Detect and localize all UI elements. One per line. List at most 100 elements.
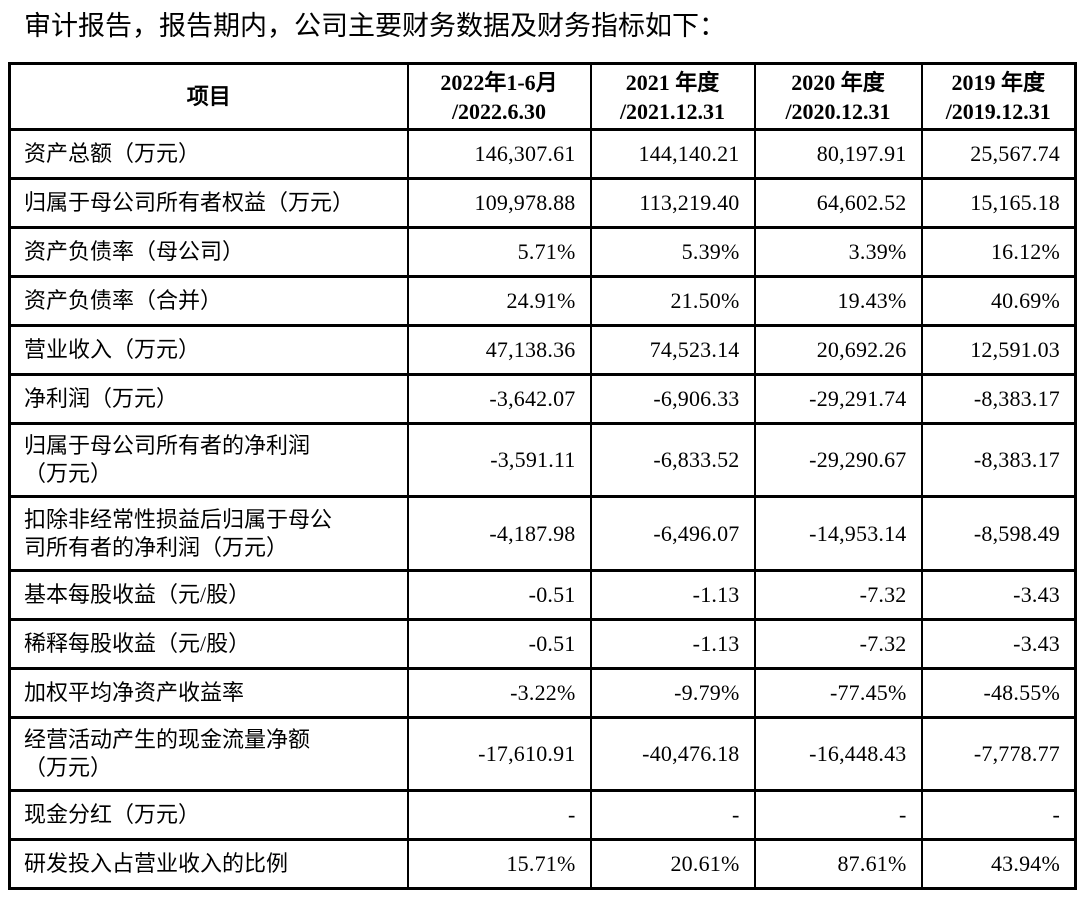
row-label-line: 资产总额（万元） (24, 141, 201, 167)
value-cell: -14,953.14 (753, 495, 923, 572)
row-label-cell: 营业收入（万元） (8, 324, 409, 377)
table-row: 资产负债率（母公司） 5.71% 5.39% 3.39% 16.12% (8, 226, 1077, 279)
value-cell: -7.32 (753, 568, 923, 621)
value-cell: -17,610.91 (406, 715, 592, 792)
value-cell: -16,448.43 (753, 715, 923, 792)
value-cell: 21.50% (589, 275, 756, 328)
period-label: 2019 年度 (951, 69, 1045, 95)
row-label-cell: 资产总额（万元） (8, 127, 409, 181)
value-cell: -0.51 (406, 568, 592, 621)
value-cell: 25,567.74 (920, 127, 1077, 181)
value-cell: -1.13 (589, 568, 756, 621)
value-cell: -8,383.17 (920, 373, 1077, 426)
row-label-cell: 加权平均净资产收益率 (8, 666, 409, 719)
value-cell: -6,906.33 (589, 373, 756, 426)
financial-table: 项目 2022年1-6月/2022.6.30 2021 年度/2021.12.31… (8, 62, 1077, 891)
value-cell: 24.91% (406, 275, 592, 328)
row-label-cell: 研发投入占营业收入的比例 (8, 837, 409, 891)
value-cell: 74,523.14 (589, 324, 756, 377)
table-row: 稀释每股收益（元/股） -0.51 -1.13 -7.32 -3.43 (8, 617, 1077, 670)
value-cell: -4,187.98 (406, 495, 592, 572)
value-cell: 113,219.40 (589, 177, 756, 230)
value-cell: 19.43% (753, 275, 923, 328)
row-label-line: 营业收入（万元） (24, 337, 201, 363)
value-cell: 20,692.26 (753, 324, 923, 377)
table-row: 净利润（万元） -3,642.07 -6,906.33 -29,291.74 -8,38… (8, 373, 1077, 426)
row-label-line: 资产负债率（母公司） (24, 239, 245, 265)
value-cell: -8,598.49 (920, 495, 1077, 572)
table-row: 扣除非经常性损益后归属于母公 司所有者的净利润（万元） -4,187.98 -6,49… (8, 495, 1077, 572)
header-item-cell: 项目 (8, 62, 409, 131)
value-cell: -6,833.52 (589, 422, 756, 499)
value-cell: 3.39% (753, 226, 923, 279)
header-period-cell: 2020 年度/2020.12.31 (753, 62, 923, 131)
header-period-cell: 2019 年度/2019.12.31 (920, 62, 1077, 131)
row-label-line: 归属于母公司所有者权益（万元） (24, 190, 355, 216)
value-cell: -1.13 (589, 617, 756, 670)
value-cell: -3,591.11 (406, 422, 592, 499)
period-date: /2022.6.30 (451, 98, 547, 124)
row-label-line: 经营活动产生的现金流量净额 (24, 726, 311, 752)
value-cell: -3,642.07 (406, 373, 592, 426)
value-cell: -29,290.67 (753, 422, 923, 499)
value-cell: 109,978.88 (406, 177, 592, 230)
table-row: 研发投入占营业收入的比例 15.71% 20.61% 87.61% 43.94% (8, 837, 1077, 891)
value-cell: - (920, 788, 1077, 841)
header-period-cell: 2022年1-6月/2022.6.30 (406, 62, 592, 131)
row-label-line: 基本每股收益（元/股） (24, 581, 251, 607)
row-label-line: （万元） (24, 754, 113, 780)
value-cell: - (406, 788, 592, 841)
value-cell: 87.61% (753, 837, 923, 891)
period-label: 2022年1-6月 (440, 69, 558, 95)
period-label: 2021 年度 (625, 69, 720, 95)
header-period-cell: 2021 年度/2021.12.31 (589, 62, 756, 131)
value-cell: -3.22% (406, 666, 592, 719)
row-label-line: （万元） (24, 461, 113, 487)
table-row: 归属于母公司所有者权益（万元） 109,978.88 113,219.40 64,60… (8, 177, 1077, 230)
value-cell: -6,496.07 (589, 495, 756, 572)
row-label-line: 资产负债率（合并） (24, 288, 223, 314)
table-row: 归属于母公司所有者的净利润 （万元） -3,591.11 -6,833.52 -29,2… (8, 422, 1077, 499)
value-cell: -48.55% (920, 666, 1077, 719)
table-row: 资产总额（万元） 146,307.61 144,140.21 80,197.91 25,… (8, 127, 1077, 181)
value-cell: -77.45% (753, 666, 923, 719)
row-label-cell: 扣除非经常性损益后归属于母公 司所有者的净利润（万元） (8, 495, 409, 572)
value-cell: 43.94% (920, 837, 1077, 891)
row-label-cell: 基本每股收益（元/股） (8, 568, 409, 621)
table-row: 现金分红（万元） - - - - (8, 788, 1077, 841)
period-date: /2021.12.31 (619, 98, 726, 124)
row-label-cell: 资产负债率（母公司） (8, 226, 409, 279)
table-row: 加权平均净资产收益率 -3.22% -9.79% -77.45% -48.55% (8, 666, 1077, 719)
value-cell: 146,307.61 (406, 127, 592, 181)
row-label-cell: 资产负债率（合并） (8, 275, 409, 328)
value-cell: -0.51 (406, 617, 592, 670)
table-row: 基本每股收益（元/股） -0.51 -1.13 -7.32 -3.43 (8, 568, 1077, 621)
period-date: /2019.12.31 (945, 98, 1051, 124)
value-cell: 64,602.52 (753, 177, 923, 230)
value-cell: 12,591.03 (920, 324, 1077, 377)
value-cell: 16.12% (920, 226, 1077, 279)
period-label: 2020 年度 (791, 69, 885, 95)
value-cell: -29,291.74 (753, 373, 923, 426)
row-label-cell: 稀释每股收益（元/股） (8, 617, 409, 670)
row-label-line: 扣除非经常性损益后归属于母公 (24, 506, 333, 532)
row-label-line: 现金分红（万元） (24, 801, 201, 827)
row-label-cell: 净利润（万元） (8, 373, 409, 426)
value-cell: 144,140.21 (589, 127, 756, 181)
table-body: 资产总额（万元） 146,307.61 144,140.21 80,197.91 25,… (8, 127, 1077, 891)
row-label-cell: 归属于母公司所有者的净利润 （万元） (8, 422, 409, 499)
value-cell: - (589, 788, 756, 841)
value-cell: 47,138.36 (406, 324, 592, 377)
row-label-cell: 现金分红（万元） (8, 788, 409, 841)
period-date: /2020.12.31 (785, 98, 891, 124)
value-cell: -40,476.18 (589, 715, 756, 792)
table-row: 营业收入（万元） 47,138.36 74,523.14 20,692.26 12,59… (8, 324, 1077, 377)
value-cell: 5.71% (406, 226, 592, 279)
table-row: 资产负债率（合并） 24.91% 21.50% 19.43% 40.69% (8, 275, 1077, 328)
value-cell: 20.61% (589, 837, 756, 891)
value-cell: 5.39% (589, 226, 756, 279)
row-label-line: 净利润（万元） (24, 386, 179, 412)
value-cell: 15.71% (406, 837, 592, 891)
header-row: 项目 2022年1-6月/2022.6.30 2021 年度/2021.12.31… (8, 62, 1077, 131)
